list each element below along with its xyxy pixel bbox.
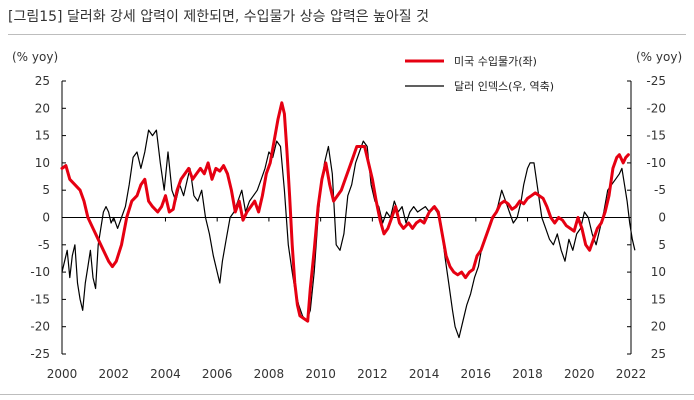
- legend: 미국 수입물가(좌) 달러 인덱스(우, 역축): [405, 55, 554, 93]
- x-tick-label: 2018: [512, 367, 543, 381]
- left-tick-label: 5: [42, 183, 50, 197]
- left-tick-label: 15: [35, 129, 50, 143]
- left-tick-label: -10: [30, 265, 50, 279]
- series-line-dollar-index: [61, 129, 636, 339]
- right-axis-label: (% yoy): [636, 50, 682, 64]
- x-tick-label: 2012: [357, 367, 388, 381]
- x-tick-label: 2006: [202, 367, 233, 381]
- left-tick-label: 25: [35, 74, 50, 88]
- left-axis-label: (% yoy): [12, 50, 58, 64]
- left-tick-label: -20: [30, 320, 50, 334]
- x-tick-label: 2004: [150, 367, 181, 381]
- right-tick-label: -5: [654, 183, 666, 197]
- x-tick-label: 2010: [305, 367, 336, 381]
- x-tick-label: 2014: [409, 367, 440, 381]
- right-tick-label: -10: [646, 156, 666, 170]
- series-line-import-price: [60, 101, 630, 323]
- left-tick-label: -5: [38, 238, 50, 252]
- legend-label-import-price: 미국 수입물가(좌): [454, 55, 537, 68]
- right-axis-ticks: -25 -20 -15 -10 -5 0 5 10 15 20 25: [627, 74, 666, 361]
- x-tick-label: 2016: [461, 367, 492, 381]
- right-tick-label: -15: [646, 129, 666, 143]
- right-tick-label: -20: [646, 101, 666, 115]
- x-tick-label: 2008: [254, 367, 285, 381]
- left-tick-label: 10: [35, 156, 50, 170]
- x-tick-label: 2022: [616, 367, 647, 381]
- right-tick-label: 25: [651, 347, 666, 361]
- left-tick-label: 0: [42, 211, 50, 225]
- series-group: [60, 101, 636, 339]
- left-tick-label: -15: [30, 292, 50, 306]
- left-tick-label: 20: [35, 101, 50, 115]
- x-tick-label: 2020: [564, 367, 595, 381]
- x-tick-label: 2000: [47, 367, 78, 381]
- x-tick-label: 2002: [98, 367, 129, 381]
- right-tick-label: 0: [658, 211, 666, 225]
- right-tick-label: -25: [646, 74, 666, 88]
- x-axis-ticks: 2000 2002 2004 2006 2008 2010 2012 2014 2016 2018…: [47, 217, 647, 381]
- bottom-divider: [0, 394, 694, 395]
- title-divider: [8, 34, 686, 35]
- chart-frame: [61, 81, 632, 354]
- right-tick-label: 5: [658, 238, 666, 252]
- left-axis-ticks: 25 20 15 10 5 0 -5 -10 -15 -20 -25: [30, 74, 66, 361]
- right-tick-label: 20: [651, 320, 666, 334]
- legend-label-dollar-index: 달러 인덱스(우, 역축): [454, 80, 554, 93]
- right-tick-label: 10: [651, 265, 666, 279]
- right-tick-label: 15: [651, 292, 666, 306]
- page-title: [그림15] 달러화 강세 압력이 제한되면, 수입물가 상승 압력은 높아질 …: [8, 9, 429, 25]
- left-tick-label: -25: [30, 347, 50, 361]
